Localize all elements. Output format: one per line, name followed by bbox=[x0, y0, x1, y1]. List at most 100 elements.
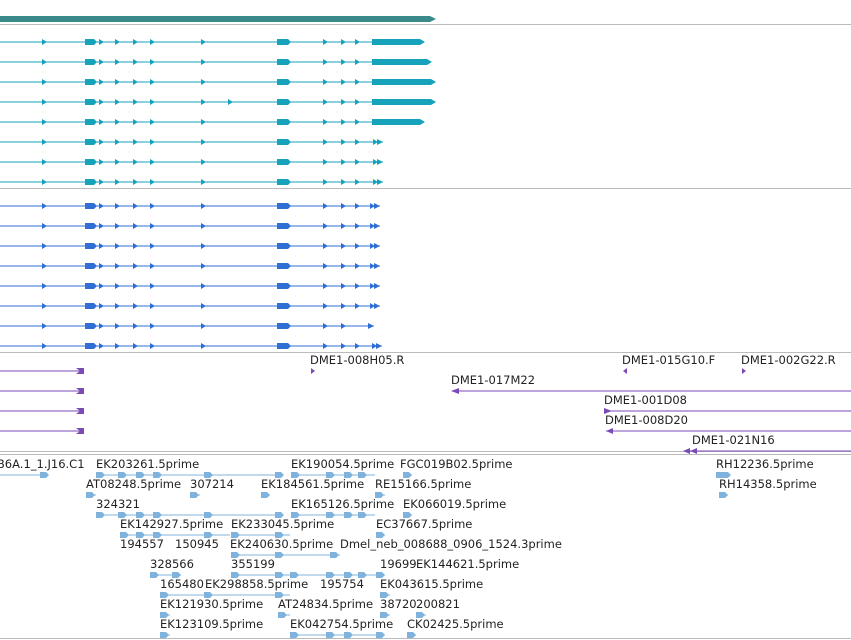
transcript-row[interactable] bbox=[0, 179, 383, 185]
cdna-label: DME1-017M22 bbox=[451, 373, 535, 387]
cdna-alignment[interactable] bbox=[0, 428, 84, 434]
transcript-row[interactable] bbox=[0, 283, 380, 289]
est-label: EK184561.5prime bbox=[261, 477, 364, 491]
transcripts-track-b bbox=[0, 203, 382, 349]
transcript-row[interactable] bbox=[0, 343, 382, 349]
transcript-row[interactable] bbox=[0, 39, 425, 45]
est-label: 165480 bbox=[160, 577, 204, 591]
cdna-track: DME1-008H05.R DME1-015G10.F DME1-002G22.R D… bbox=[0, 353, 851, 454]
est-alignment[interactable] bbox=[120, 532, 230, 538]
est-alignment[interactable] bbox=[403, 472, 412, 478]
est-label: 194557 bbox=[120, 537, 164, 551]
est-label: Dmel_neb_008688_0906_1524.3prime bbox=[340, 537, 562, 551]
est-label: 195754 bbox=[320, 577, 364, 591]
est-alignment[interactable] bbox=[407, 632, 416, 638]
transcript-row[interactable] bbox=[0, 243, 380, 249]
est-label: EK066019.5prime bbox=[403, 497, 506, 511]
est-label: RE15166.5prime bbox=[375, 477, 471, 491]
est-label: EK123109.5prime bbox=[160, 617, 263, 631]
transcript-row[interactable] bbox=[0, 263, 380, 269]
est-alignment[interactable] bbox=[380, 612, 390, 618]
transcripts-track-a bbox=[0, 39, 436, 185]
est-label: EK240630.5prime bbox=[230, 537, 333, 551]
est-label: EK142927.5prime bbox=[120, 517, 223, 531]
cdna-alignment[interactable] bbox=[0, 408, 84, 414]
cdna-label: DME1-015G10.F bbox=[622, 353, 715, 367]
est-label: EK043615.5prime bbox=[380, 577, 483, 591]
est-alignment[interactable] bbox=[160, 612, 170, 618]
cdna-label: DME1-001D08 bbox=[604, 393, 687, 407]
est-alignment[interactable] bbox=[86, 492, 96, 498]
transcript-row[interactable] bbox=[0, 303, 380, 309]
est-label: EC37667.5prime bbox=[376, 517, 472, 531]
est-label: CK02425.5prime bbox=[407, 617, 504, 631]
est-label: 355199 bbox=[231, 557, 275, 571]
est-alignment[interactable] bbox=[160, 632, 170, 638]
est-label: EK042754.5prime bbox=[290, 617, 393, 631]
est-label: MB6A.1_1.J16.C1 bbox=[0, 457, 85, 471]
transcript-row[interactable] bbox=[0, 119, 425, 125]
gene-span[interactable] bbox=[0, 16, 436, 22]
est-alignment[interactable] bbox=[719, 492, 728, 498]
transcript-row[interactable] bbox=[0, 203, 380, 209]
est-alignment[interactable] bbox=[290, 572, 385, 578]
est-alignment[interactable] bbox=[416, 612, 426, 618]
gene-span-track bbox=[0, 16, 436, 22]
est-alignment[interactable] bbox=[375, 492, 385, 498]
transcript-row[interactable] bbox=[0, 99, 436, 105]
transcript-row[interactable] bbox=[0, 223, 380, 229]
est-label: RH14358.5prime bbox=[719, 477, 817, 491]
transcript-row[interactable] bbox=[0, 159, 383, 165]
est-label: EK144621.5prime bbox=[416, 557, 519, 571]
est-alignment[interactable] bbox=[231, 552, 340, 558]
est-label: 38720 bbox=[380, 597, 417, 611]
est-label: EK203261.5prime bbox=[96, 457, 199, 471]
est-track: MB6A.1_1.J16.C1 EK203261.5prime EK190054.5… bbox=[0, 457, 817, 638]
est-label: 19699 bbox=[380, 557, 417, 571]
est-alignment[interactable] bbox=[290, 632, 385, 638]
cdna-alignment[interactable] bbox=[0, 388, 84, 394]
est-alignment[interactable] bbox=[205, 592, 290, 598]
transcript-row[interactable] bbox=[0, 59, 432, 65]
est-label: AT24834.5prime bbox=[278, 597, 373, 611]
est-alignment[interactable] bbox=[278, 612, 290, 618]
est-alignment[interactable] bbox=[261, 492, 270, 498]
est-label: 328566 bbox=[150, 557, 194, 571]
transcript-row[interactable] bbox=[0, 79, 436, 85]
est-alignment[interactable] bbox=[403, 512, 412, 518]
est-label: FGC019B02.5prime bbox=[400, 457, 513, 471]
est-alignment[interactable] bbox=[190, 492, 200, 498]
est-alignment[interactable] bbox=[96, 472, 284, 478]
transcript-row[interactable] bbox=[0, 323, 374, 329]
est-label: 150945 bbox=[175, 537, 219, 551]
cdna-label: DME1-008H05.R bbox=[310, 353, 404, 367]
est-label: EK298858.5prime bbox=[205, 577, 308, 591]
est-alignment[interactable] bbox=[376, 532, 385, 538]
track-separators bbox=[0, 24, 851, 639]
cdna-label: DME1-021N16 bbox=[692, 433, 775, 447]
est-label: EK121930.5prime bbox=[160, 597, 263, 611]
est-alignment[interactable] bbox=[231, 572, 290, 578]
est-label: 200821 bbox=[416, 597, 460, 611]
cdna-label: DME1-002G22.R bbox=[741, 353, 836, 367]
est-alignment[interactable] bbox=[231, 532, 290, 538]
est-alignment[interactable] bbox=[291, 472, 375, 478]
est-alignment[interactable] bbox=[380, 592, 390, 598]
est-label: RH12236.5prime bbox=[716, 457, 814, 471]
est-alignment[interactable] bbox=[716, 472, 731, 478]
est-alignment[interactable] bbox=[150, 572, 181, 578]
est-alignment[interactable] bbox=[291, 512, 375, 518]
est-label: 307214 bbox=[190, 477, 234, 491]
est-label: EK233045.5prime bbox=[231, 517, 334, 531]
est-label: 324321 bbox=[96, 497, 140, 511]
est-alignment[interactable] bbox=[0, 472, 49, 478]
transcript-row[interactable] bbox=[0, 139, 383, 145]
est-label: AT08248.5prime bbox=[86, 477, 181, 491]
cdna-alignment[interactable] bbox=[0, 368, 84, 374]
cdna-label: DME1-008D20 bbox=[605, 413, 688, 427]
est-alignment[interactable] bbox=[96, 512, 284, 518]
est-label: EK165126.5prime bbox=[291, 497, 394, 511]
est-label: EK190054.5prime bbox=[291, 457, 394, 471]
